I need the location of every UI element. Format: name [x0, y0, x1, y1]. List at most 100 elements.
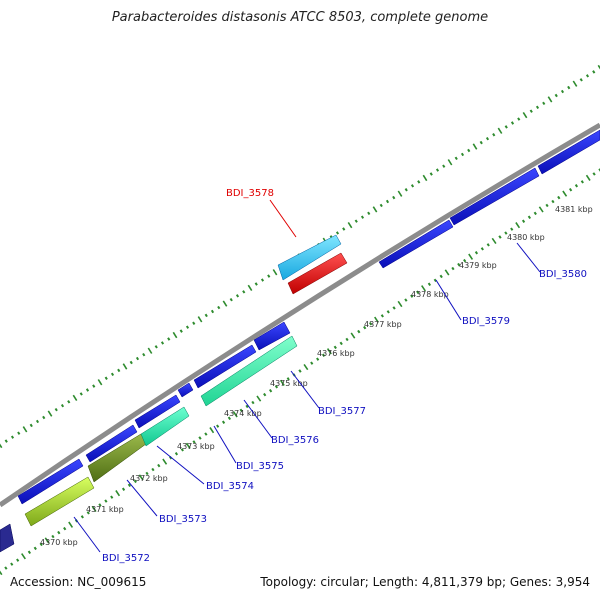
minor-tick: [267, 274, 271, 278]
minor-tick: [529, 109, 533, 113]
kbp-label: 4381 kbp: [555, 205, 593, 214]
major-tick: [272, 269, 278, 276]
minor-tick: [10, 435, 15, 439]
minor-tick: [63, 526, 67, 531]
minor-tick: [592, 172, 596, 176]
minor-tick: [79, 392, 83, 396]
kbp-label: 4379 kbp: [459, 261, 497, 270]
gene-label-bdi-3574: BDI_3574: [206, 481, 254, 492]
major-tick: [522, 111, 528, 119]
gene-arrow-bdi-3572: [0, 523, 15, 553]
minor-tick: [245, 404, 249, 409]
major-tick: [0, 443, 3, 449]
minor-tick: [333, 345, 337, 350]
minor-tick: [454, 156, 458, 161]
minor-tick: [451, 266, 455, 271]
minor-tick: [527, 215, 532, 220]
minor-tick: [268, 388, 273, 393]
minor-tick: [57, 530, 61, 535]
major-tick: [232, 411, 238, 418]
kbp-label: 4373 kbp: [177, 442, 215, 451]
minor-tick: [274, 385, 279, 389]
minor-tick: [33, 546, 37, 551]
major-tick: [347, 221, 353, 229]
minor-tick: [510, 121, 515, 125]
minor-tick: [80, 515, 84, 519]
minor-tick: [439, 274, 443, 279]
major-tick: [422, 174, 428, 182]
major-tick: [122, 363, 128, 370]
major-tick: [222, 300, 228, 307]
minor-tick: [117, 368, 121, 373]
gene-arrow-bdi-3579: [378, 219, 454, 269]
minor-tick: [360, 215, 365, 219]
leader-bdi-3574: [156, 445, 205, 485]
minor-tick: [316, 357, 320, 361]
minor-tick: [39, 542, 43, 547]
minor-tick: [135, 356, 140, 361]
minor-tick: [42, 415, 46, 420]
kbp-label: 4371 kbp: [86, 505, 124, 514]
minor-tick: [85, 388, 90, 392]
minor-tick: [560, 89, 565, 94]
minor-tick: [379, 203, 383, 208]
map-title: Parabacteroides distasonis ATCC 8503, co…: [111, 10, 489, 25]
minor-tick: [217, 305, 221, 310]
minor-tick: [210, 309, 215, 314]
major-tick: [572, 80, 578, 87]
minor-tick: [180, 448, 184, 452]
minor-tick: [416, 290, 420, 294]
major-tick: [138, 474, 144, 481]
leader-bdi-3576: [243, 399, 273, 439]
minor-tick: [480, 247, 484, 251]
minor-tick: [486, 243, 490, 247]
accession-label: Accession: NC_009615: [10, 575, 147, 589]
minor-tick: [380, 314, 384, 318]
major-tick: [326, 348, 332, 355]
major-tick: [447, 159, 453, 166]
minor-tick: [157, 463, 161, 468]
major-tick: [247, 284, 253, 292]
minor-tick: [154, 345, 158, 349]
minor-tick: [368, 321, 373, 326]
major-tick: [21, 553, 26, 560]
minor-tick: [567, 85, 571, 90]
minor-tick: [429, 172, 433, 176]
minor-tick: [542, 101, 546, 106]
minor-tick: [345, 337, 349, 342]
gene-arrow: [85, 424, 138, 463]
minor-tick: [67, 400, 71, 404]
major-tick: [47, 410, 53, 417]
major-tick: [397, 300, 403, 308]
minor-tick: [598, 168, 600, 172]
leader-bdi-3577: [290, 370, 320, 409]
kbp-label: 4374 kbp: [224, 409, 262, 418]
minor-tick: [510, 227, 514, 231]
gene-label-bdi-3580: BDI_3580: [539, 269, 587, 280]
minor-tick: [535, 105, 540, 110]
minor-tick: [427, 282, 432, 287]
gene-label-bdi-3577: BDI_3577: [318, 406, 366, 417]
minor-tick: [545, 203, 549, 208]
gene-label-bdi-3572: BDI_3572: [102, 553, 150, 564]
minor-tick: [435, 168, 440, 172]
gene-label-bdi-3579: BDI_3579: [462, 316, 510, 327]
minor-tick: [474, 251, 479, 255]
reverse-strand-genes: [0, 129, 600, 553]
minor-tick: [54, 407, 58, 412]
genome-backbone: [0, 122, 600, 508]
minor-tick: [410, 294, 414, 298]
minor-tick: [504, 125, 508, 129]
minor-tick: [557, 195, 561, 200]
major-tick: [444, 269, 450, 276]
major-tick: [497, 127, 503, 134]
leader-bdi-3579: [435, 279, 462, 321]
minor-tick: [574, 184, 579, 188]
minor-tick: [4, 439, 8, 443]
minor-tick: [310, 361, 314, 365]
major-tick: [147, 347, 153, 354]
major-tick: [115, 490, 121, 497]
major-tick: [185, 442, 191, 449]
minor-tick: [110, 372, 115, 377]
